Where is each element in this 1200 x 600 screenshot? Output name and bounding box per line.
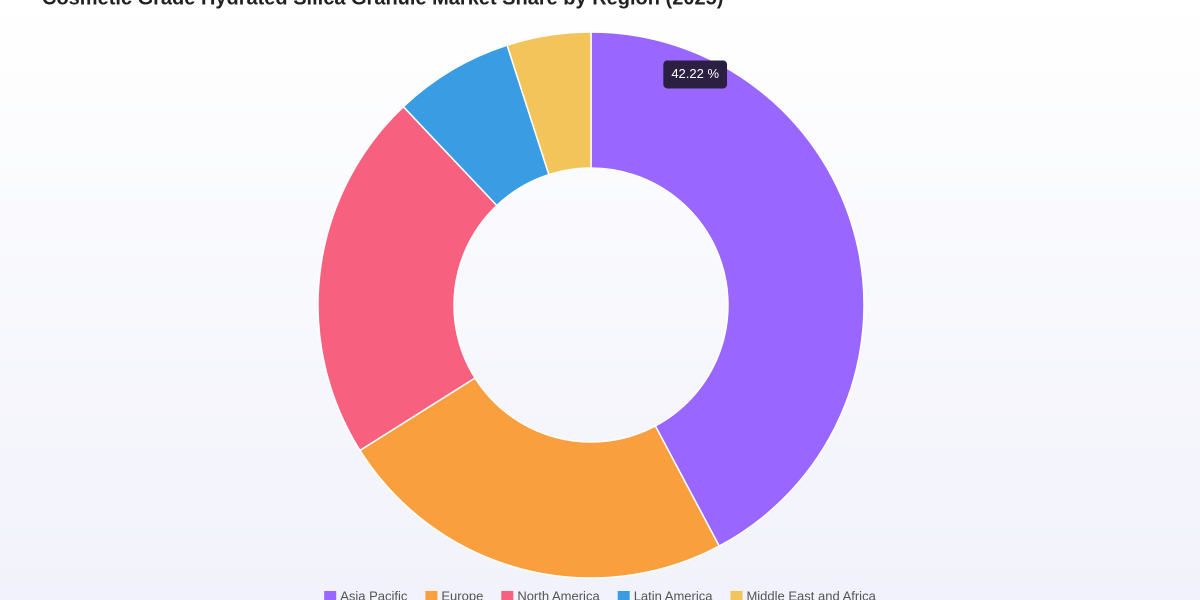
legend-swatch [730,591,743,600]
value-label-text: 42.22 % [671,66,719,81]
legend-swatch [324,591,337,600]
legend-swatch [617,591,630,600]
donut-slice [317,105,498,452]
donut-slice [590,31,865,548]
value-label-bg [663,60,728,89]
donut-slice [506,31,592,176]
value-label: 42.22 % [663,60,728,89]
legend-swatch [501,591,514,600]
chart-title: Cosmetic Grade Hydrated Silica Granule M… [42,0,723,9]
donut-slice [358,376,721,579]
legend-label: Europe [441,588,483,600]
legend-label: Asia Pacific [340,588,408,600]
legend-label: Middle East and Africa [746,588,876,600]
legend-swatch [425,591,438,600]
legend-label: North America [517,588,600,600]
legend-label: Latin America [634,588,714,600]
